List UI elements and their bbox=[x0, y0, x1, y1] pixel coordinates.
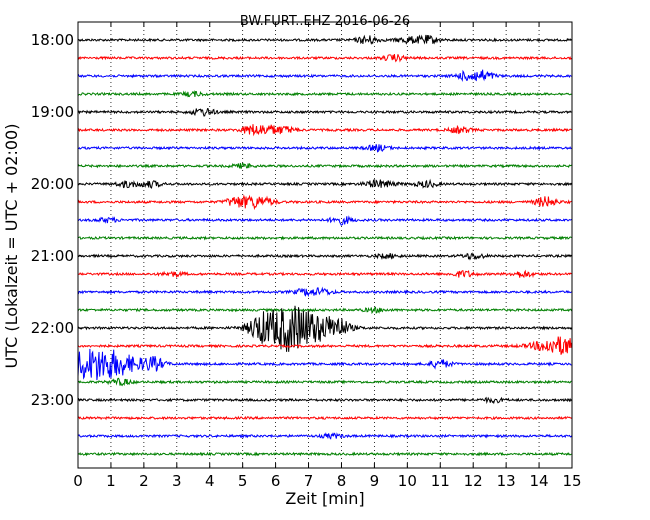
trace-2245 bbox=[77, 377, 572, 387]
x-tick-label: 3 bbox=[172, 472, 182, 490]
trace-2145 bbox=[77, 306, 572, 315]
x-axis-label: Zeit [min] bbox=[285, 489, 364, 508]
x-tick-label: 15 bbox=[562, 472, 581, 490]
y-tick-label: 20:00 bbox=[31, 175, 74, 193]
trace-2300 bbox=[77, 396, 572, 405]
trace-2345 bbox=[77, 451, 572, 457]
x-tick-label: 4 bbox=[205, 472, 215, 490]
trace-2045 bbox=[77, 235, 572, 241]
trace-2200 bbox=[77, 305, 572, 352]
y-tick-label: 21:00 bbox=[31, 247, 74, 265]
x-tick-label: 11 bbox=[431, 472, 450, 490]
y-axis-label: UTC (Lokalzeit = UTC + 02:00) bbox=[2, 124, 21, 369]
trace-1945 bbox=[77, 162, 572, 169]
trace-2000 bbox=[78, 178, 572, 189]
y-tick-label: 18:00 bbox=[31, 31, 74, 49]
trace-2100 bbox=[77, 252, 572, 261]
y-tick-label: 22:00 bbox=[31, 319, 74, 337]
x-tick-label: 9 bbox=[370, 472, 380, 490]
trace-2130 bbox=[77, 286, 572, 298]
y-tick-label: 23:00 bbox=[31, 391, 74, 409]
trace-1815 bbox=[77, 54, 572, 63]
trace-1830 bbox=[77, 69, 572, 83]
plot-frame bbox=[77, 21, 573, 469]
x-tick-label: 1 bbox=[106, 472, 116, 490]
x-tick-label: 6 bbox=[271, 472, 281, 490]
x-tick-label: 13 bbox=[497, 472, 516, 490]
x-tick-label: 14 bbox=[530, 472, 549, 490]
trace-2315 bbox=[77, 415, 572, 421]
trace-1800 bbox=[77, 34, 572, 45]
trace-2015 bbox=[77, 194, 572, 211]
x-tick-label: 2 bbox=[139, 472, 149, 490]
x-tick-label: 10 bbox=[398, 472, 417, 490]
trace-2330 bbox=[77, 432, 572, 440]
trace-1915 bbox=[77, 124, 572, 137]
traces bbox=[77, 34, 572, 457]
x-tick-label: 12 bbox=[464, 472, 483, 490]
trace-2215 bbox=[77, 336, 572, 355]
x-tick-label: 7 bbox=[304, 472, 314, 490]
x-tick-label: 8 bbox=[337, 472, 347, 490]
x-tick-label: 0 bbox=[73, 472, 83, 490]
trace-1900 bbox=[77, 107, 572, 117]
grid bbox=[110, 22, 540, 468]
trace-2030 bbox=[77, 215, 572, 226]
trace-1930 bbox=[77, 144, 572, 153]
axis-ticks: 0 1 2 3 4 5 6 7 8 9 10 11 12 13 14 1518:0019:0020:0021:… bbox=[31, 22, 582, 490]
trace-2230 bbox=[77, 348, 572, 381]
x-tick-label: 5 bbox=[238, 472, 248, 490]
trace-1845 bbox=[77, 90, 572, 98]
y-tick-label: 19:00 bbox=[31, 103, 74, 121]
trace-2115 bbox=[77, 269, 572, 279]
